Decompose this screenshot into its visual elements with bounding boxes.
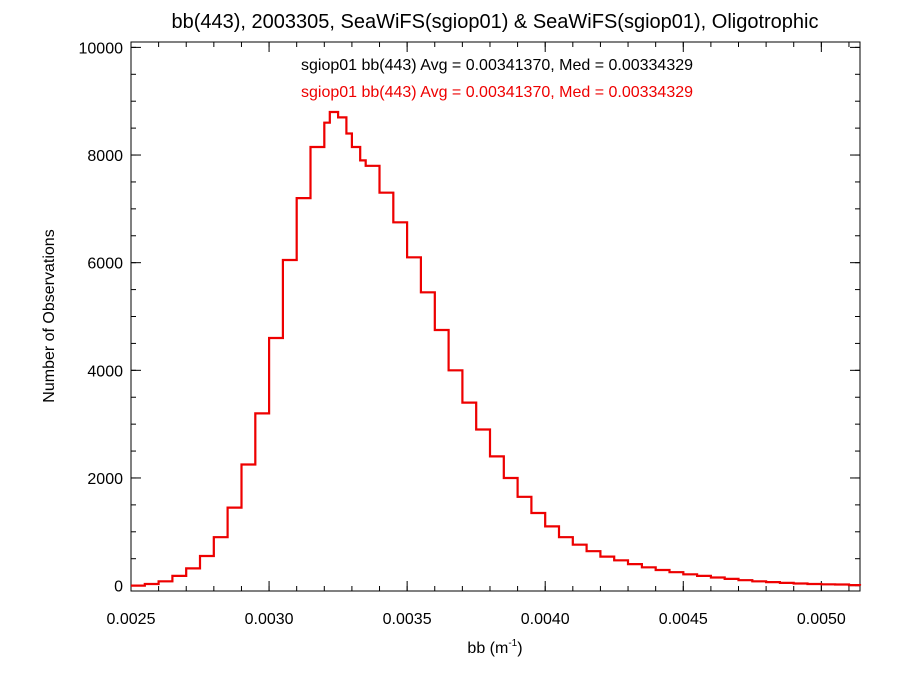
y-tick-label: 4000 (87, 363, 123, 380)
series-layer (131, 110, 862, 587)
histogram-series-line-2 (131, 110, 862, 587)
annotation-black: sgiop01 bb(443) Avg = 0.00341370, Med = … (301, 57, 693, 74)
x-axis-label-main: bb (m (467, 640, 508, 657)
x-axis-label: bb (m-1) (467, 638, 522, 657)
x-tick-label: 0.0045 (659, 611, 708, 628)
y-tick-label: 2000 (87, 471, 123, 488)
y-tick-label: 8000 (87, 148, 123, 165)
y-axis-label: Number of Observations (41, 229, 58, 402)
y-axis-ticks (131, 46, 860, 587)
histogram-series-line-1 (131, 111, 861, 587)
y-tick-label: 10000 (79, 40, 124, 57)
y-tick-label: 6000 (87, 256, 123, 273)
y-axis-tick-labels: 0 2000 4000 6000 8000 10000 (79, 40, 124, 595)
x-tick-label: 0.0050 (797, 611, 846, 628)
annotation-red: sgiop01 bb(443) Avg = 0.00341370, Med = … (301, 84, 693, 101)
x-axis-ticks (130, 42, 850, 591)
x-tick-label: 0.0030 (245, 611, 294, 628)
chart-title: bb(443), 2003305, SeaWiFS(sgiop01) & Sea… (172, 11, 819, 33)
x-axis-tick-labels: 0.0025 0.0030 0.0035 0.0040 0.0045 0.0050 (107, 611, 846, 628)
x-axis-label-suffix: ) (517, 640, 522, 657)
y-tick-label: 0 (114, 579, 123, 596)
x-tick-label: 0.0040 (521, 611, 570, 628)
x-tick-label: 0.0035 (383, 611, 432, 628)
x-tick-label: 0.0025 (107, 611, 156, 628)
x-axis-label-superscript: -1 (508, 638, 517, 649)
